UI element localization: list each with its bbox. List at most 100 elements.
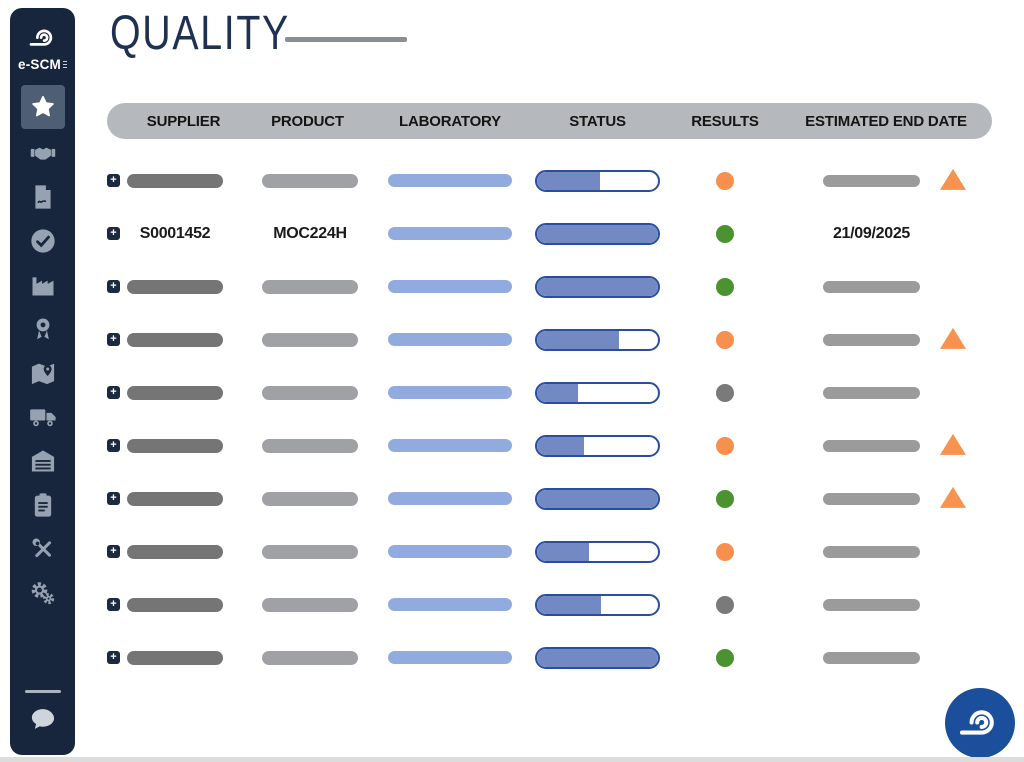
product-placeholder-bar [262,279,358,294]
date-slot [823,651,920,664]
status-progress-fill [537,383,579,402]
column-header-product: PRODUCT [271,112,344,130]
status-progress-bar [535,487,660,510]
table-row[interactable]: + [107,419,992,472]
expand-row-button[interactable]: + [107,439,120,452]
date-cell [780,366,992,419]
expand-row-button[interactable]: + [107,598,120,611]
expand-row-button[interactable]: + [107,333,120,346]
table-row[interactable]: + [107,154,992,207]
sidebar-item-production[interactable] [29,271,57,299]
laboratory-cell [375,154,525,207]
sidebar-item-partners[interactable] [29,139,57,167]
expand-row-button[interactable]: + [107,280,120,293]
product-cell [240,313,375,366]
supplier-placeholder-bar [127,173,223,188]
sidebar: e-SCM [10,8,75,755]
corner-brand-logo [945,688,1015,758]
date-slot [823,386,920,399]
sidebar-item-shipping[interactable] [29,403,57,431]
results-cell [670,578,780,631]
sidebar-item-favorites[interactable] [20,85,65,129]
laboratory-placeholder-bar [388,651,512,664]
expand-row-button[interactable]: + [107,174,120,187]
date-placeholder-bar [823,545,920,558]
laboratory-placeholder-bar [388,333,512,346]
date-placeholder-bar [823,492,920,505]
expand-row-button[interactable]: + [107,386,120,399]
expand-row-button[interactable]: + [107,492,120,505]
expand-row-button[interactable]: + [107,545,120,558]
status-cell [525,313,670,366]
status-progress-bar [535,646,660,669]
sidebar-item-maintenance[interactable] [29,535,57,563]
table-row[interactable]: + [107,366,992,419]
sidebar-item-warehouse[interactable] [29,447,57,475]
product-cell: MOC224H [240,207,375,260]
column-header-results: RESULTS [691,112,759,130]
results-cell [670,366,780,419]
date-cell: 21/09/2025 [780,207,992,260]
date-cell [780,578,992,631]
expand-row-button[interactable]: + [107,227,120,240]
chat-bubble-icon [31,708,54,729]
product-placeholder-bar [262,385,358,400]
supplier-placeholder-bar [127,544,223,559]
laboratory-placeholder-bar [388,492,512,505]
status-cell [525,525,670,578]
status-progress-fill [537,171,600,190]
sidebar-item-settings[interactable] [29,579,57,607]
table-row[interactable]: + [107,631,992,684]
bottom-edge-strip [0,757,1024,762]
product-placeholder-bar [262,597,358,612]
handshake-icon [30,147,55,160]
status-progress-fill [537,648,658,667]
table-row[interactable]: + [107,525,992,578]
supplier-placeholder-bar [127,650,223,665]
status-progress-fill [537,330,620,349]
supplier-cell [127,313,223,366]
sidebar-item-approvals[interactable] [29,227,57,255]
table-row[interactable]: + [107,472,992,525]
chat-button[interactable] [29,705,57,733]
laboratory-cell [375,260,525,313]
date-cell [780,154,992,207]
supplier-placeholder-bar [127,385,223,400]
status-progress-fill [537,436,585,455]
table-row[interactable]: + [107,260,992,313]
laboratory-placeholder-bar [388,174,512,187]
table-row[interactable]: + [107,578,992,631]
date-slot [823,545,920,558]
date-placeholder-bar [823,280,920,293]
table-row[interactable]: + S0001452 MOC224H 21/09/2025 [107,207,992,260]
sidebar-item-contracts[interactable] [29,183,57,211]
status-progress-bar [535,169,660,192]
alert-triangle-icon [940,433,966,455]
product-cell [240,631,375,684]
award-ribbon-icon [36,318,49,340]
laboratory-cell [375,419,525,472]
laboratory-placeholder-bar [388,386,512,399]
date-slot [823,598,920,611]
brand-suffix-mark [63,60,67,69]
table-row[interactable]: + [107,313,992,366]
results-cell [670,313,780,366]
sidebar-item-tracking-map[interactable] [29,359,57,387]
date-cell [780,260,992,313]
date-slot [823,492,920,505]
laboratory-cell [375,578,525,631]
supplier-cell [127,525,223,578]
sidebar-item-reports[interactable] [29,491,57,519]
tools-icon [32,538,51,558]
expand-row-button[interactable]: + [107,651,120,664]
supplier-placeholder-bar [127,332,223,347]
sidebar-item-quality[interactable] [29,315,57,343]
laboratory-placeholder-bar [388,439,512,452]
page-title: QUALITY [110,7,290,60]
laboratory-cell [375,366,525,419]
date-slot [823,280,920,293]
supplier-cell [127,578,223,631]
result-status-dot [716,595,734,614]
laboratory-placeholder-bar [388,598,512,611]
date-cell [780,419,992,472]
